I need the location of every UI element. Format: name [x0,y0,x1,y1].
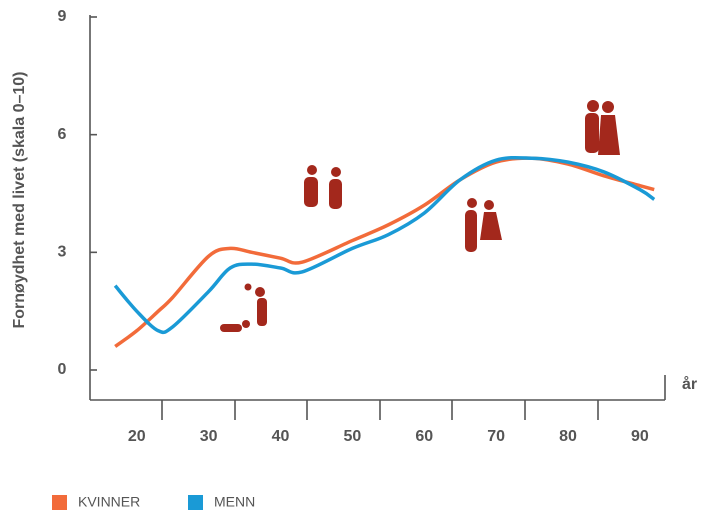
x-tick-label: 80 [559,428,577,445]
x-tick-label: 30 [200,428,218,445]
x-tick-label: 70 [487,428,505,445]
legend-swatch [52,495,67,510]
legend-swatch [188,495,203,510]
line [114,156,655,348]
x-axis-label: år [682,375,697,393]
icons [220,100,620,332]
y-tick-label: 0 [58,361,67,378]
x-tick-label: 40 [272,428,290,445]
x-tick-label: 90 [631,428,649,445]
x-tick-label: 50 [343,428,361,445]
x-tick-label: 20 [128,428,146,445]
y-tick-label: 9 [58,8,67,25]
line [113,155,656,335]
separators [161,375,666,420]
y-axis-label: Fornøydhet med livet (skala 0–10) [11,72,28,329]
legend-label: MENN [214,494,255,510]
y-tick-label: 3 [58,244,67,261]
legend-label: KVINNER [78,494,140,510]
x-tick-label: 60 [415,428,433,445]
y-tick-label: 6 [58,126,67,143]
